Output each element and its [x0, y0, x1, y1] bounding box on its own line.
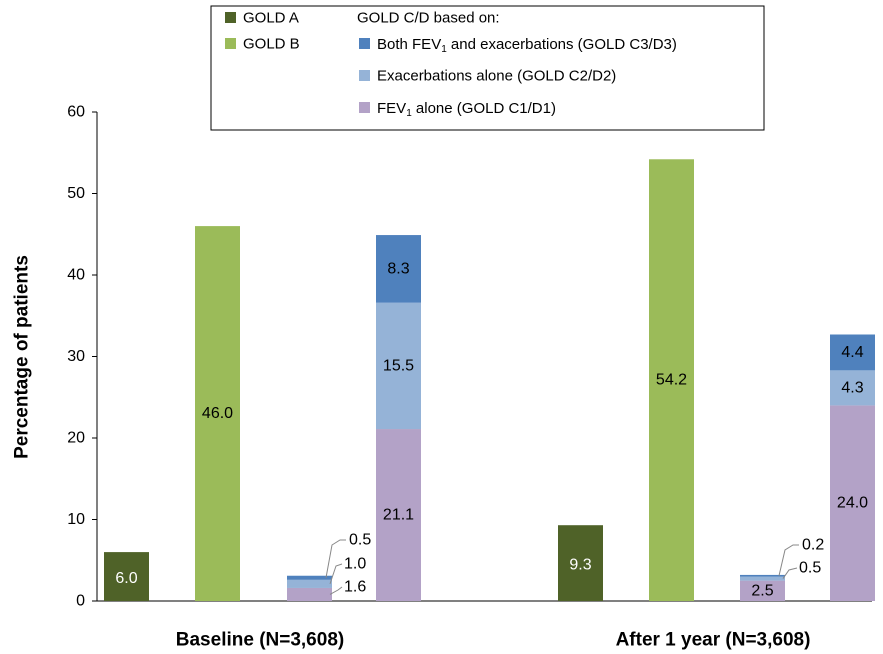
legend-swatch-fev	[359, 102, 370, 113]
legend-box	[210, 5, 765, 131]
bar-value-label: 9.3	[569, 557, 591, 574]
bar-segment-fev	[376, 429, 421, 601]
bar-segment-exacerbations	[376, 302, 421, 430]
y-tick-label: 20	[67, 430, 85, 447]
bar-segment-both	[830, 334, 875, 371]
leader-line	[325, 539, 346, 578]
legend-label-gold-a: GOLD A	[243, 10, 299, 27]
bar-segment-both	[740, 574, 785, 577]
bar-value-label: 2.5	[751, 582, 773, 599]
leader-line	[329, 563, 343, 585]
x-category-label: Baseline (N=3,608)	[176, 630, 344, 651]
bar-value-label: 4.3	[841, 379, 863, 396]
y-tick-label: 50	[67, 185, 85, 202]
bar-segment-fev	[287, 587, 332, 601]
y-tick-label: 30	[67, 348, 85, 365]
bar-value-label: 1.0	[344, 556, 366, 573]
bar-gold-b	[649, 159, 694, 601]
bar-segment-fev	[740, 580, 785, 601]
legend-label-exacerbations: Exacerbations alone (GOLD C2/D2)	[377, 68, 616, 85]
bar-value-label: 0.2	[802, 537, 824, 554]
y-tick-label: 10	[67, 511, 85, 528]
bar-segment-exacerbations	[830, 370, 875, 406]
legend-swatch-gold-b	[225, 38, 236, 49]
legend-label-gold-b: GOLD B	[243, 36, 300, 53]
bar-value-label: 6.0	[115, 570, 137, 587]
bar-value-label: 8.3	[387, 260, 409, 277]
legend-text-part: and exacerbations (GOLD C3/D3)	[447, 36, 677, 53]
y-tick-label: 0	[76, 593, 85, 610]
y-tick-label: 60	[67, 104, 85, 121]
legend-swatch-gold-a	[225, 12, 236, 23]
bar-segment-both	[376, 235, 421, 303]
legend-text-subscript: 1	[441, 44, 447, 55]
legend-label-both: Both FEV1 and exacerbations (GOLD C3/D3)	[377, 36, 677, 55]
leader-line	[778, 544, 799, 576]
legend-label-fev: FEV1 alone (GOLD C1/D1)	[377, 100, 556, 119]
legend-text-part: alone (GOLD C1/D1)	[412, 100, 556, 117]
bar-value-label: 54.2	[656, 372, 687, 389]
legend-label-cd-header: GOLD C/D based on:	[357, 10, 500, 27]
bar-value-label: 24.0	[837, 495, 868, 512]
bar-value-label: 15.5	[383, 357, 414, 374]
leader-line	[782, 567, 798, 579]
bar-value-label: 1.6	[344, 579, 366, 596]
x-category-label: After 1 year (N=3,608)	[616, 630, 811, 651]
bar-gold-a	[558, 525, 603, 601]
bar-segment-fev	[830, 405, 875, 601]
legend-swatch-both	[359, 38, 370, 49]
y-axis-label: Percentage of patients	[12, 255, 33, 459]
legend-text-part: Both FEV	[377, 36, 441, 53]
bar-value-label: 21.1	[383, 507, 414, 524]
bar-value-label: 46.0	[202, 405, 233, 422]
leader-line	[329, 586, 343, 595]
bar-segment-exacerbations	[740, 576, 785, 581]
bar-gold-a	[104, 552, 149, 601]
bar-value-label: 0.5	[349, 532, 371, 549]
y-tick-label: 40	[67, 267, 85, 284]
bar-gold-b	[195, 226, 240, 601]
legend-text-part: FEV	[377, 100, 406, 117]
bar-value-label: 0.5	[799, 560, 821, 577]
bar-value-label: 4.4	[841, 344, 863, 361]
legend-swatch-exacerbations	[359, 70, 370, 81]
bar-segment-exacerbations	[287, 579, 332, 588]
legend-text-subscript: 1	[406, 108, 412, 119]
bar-segment-both	[287, 575, 332, 580]
